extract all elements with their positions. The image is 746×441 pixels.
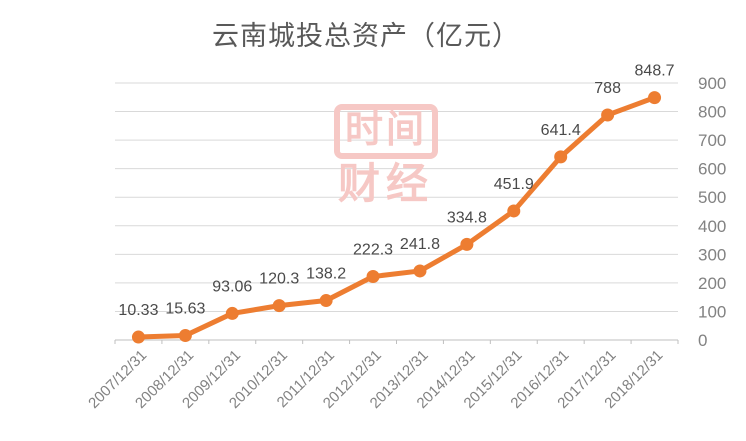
data-point xyxy=(366,270,380,284)
data-point-label: 848.7 xyxy=(635,63,675,80)
data-point xyxy=(272,299,286,313)
y-tick-label: 0 xyxy=(698,331,707,350)
data-point xyxy=(507,204,521,218)
series-line xyxy=(135,95,658,340)
data-point xyxy=(225,306,239,320)
y-tick-label: 400 xyxy=(698,217,726,236)
data-point-label: 15.63 xyxy=(165,301,205,318)
watermark: 时间 财经 xyxy=(326,104,446,205)
y-tick-label: 500 xyxy=(698,188,726,207)
data-point-label: 10.33 xyxy=(118,302,158,319)
y-tick-label: 800 xyxy=(698,103,726,122)
data-point xyxy=(178,329,192,343)
data-point-label: 120.3 xyxy=(259,271,299,288)
y-tick-label: 700 xyxy=(698,131,726,150)
data-point-label: 641.4 xyxy=(541,122,581,139)
data-point xyxy=(554,150,568,164)
data-point xyxy=(319,294,333,308)
y-tick-label: 600 xyxy=(698,160,726,179)
watermark-line1: 时间 xyxy=(333,104,438,159)
data-point-label: 334.8 xyxy=(447,209,487,226)
data-point xyxy=(460,237,474,251)
y-tick-label: 900 xyxy=(698,74,726,93)
data-point-label: 241.8 xyxy=(400,236,440,253)
data-point xyxy=(131,330,145,344)
data-point xyxy=(601,108,615,122)
data-point-label: 451.9 xyxy=(494,176,534,193)
data-point xyxy=(648,91,662,105)
data-point-label: 222.3 xyxy=(353,242,393,259)
data-point-label: 138.2 xyxy=(306,266,346,283)
data-point-label: 93.06 xyxy=(212,278,252,295)
data-point-label: 788 xyxy=(594,80,621,97)
y-tick-label: 300 xyxy=(698,245,726,264)
chart-title: 云南城投总资产（亿元） xyxy=(212,21,520,51)
y-tick-label: 100 xyxy=(698,302,726,321)
data-point xyxy=(413,264,427,278)
watermark-line2: 财经 xyxy=(337,159,434,207)
y-tick-label: 200 xyxy=(698,274,726,293)
